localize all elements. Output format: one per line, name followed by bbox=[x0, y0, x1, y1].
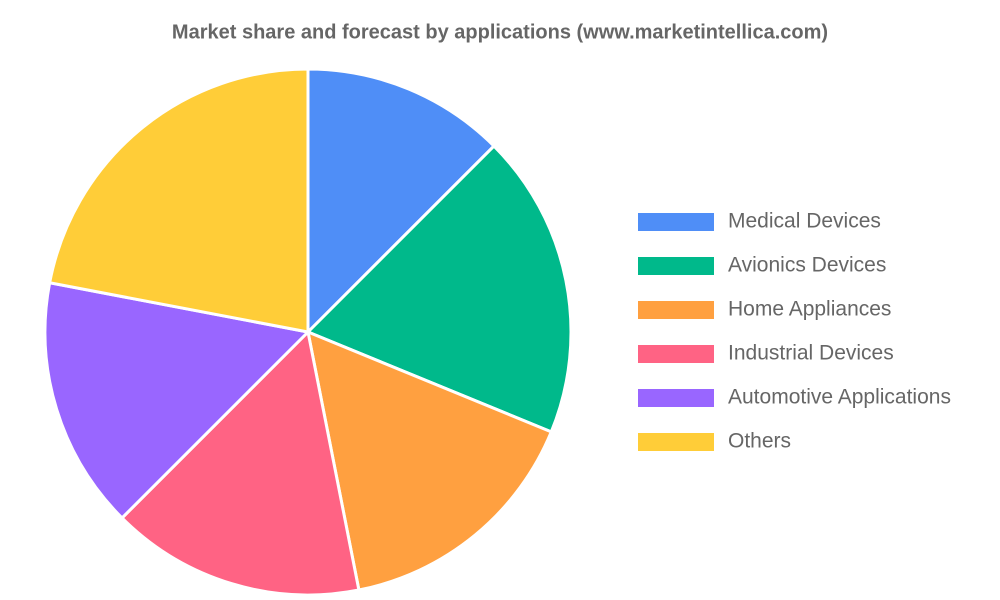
pie-slice bbox=[43, 280, 312, 521]
pie-slice bbox=[305, 329, 554, 592]
legend-label: Home Appliances bbox=[728, 298, 891, 321]
legend-swatch bbox=[638, 213, 714, 231]
pie-slice bbox=[306, 67, 497, 336]
legend-swatch bbox=[638, 301, 714, 319]
legend-label: Automotive Applications bbox=[728, 386, 951, 409]
legend-swatch bbox=[638, 345, 714, 363]
pie-slice bbox=[47, 67, 310, 334]
pie-slice bbox=[305, 143, 573, 434]
chart-title: Market share and forecast by application… bbox=[172, 21, 828, 43]
legend-swatch bbox=[638, 257, 714, 275]
legend-swatch bbox=[638, 433, 714, 451]
legend-label: Others bbox=[728, 430, 791, 453]
legend-label: Avionics Devices bbox=[728, 254, 886, 277]
legend-label: Medical Devices bbox=[728, 210, 881, 233]
legend-label: Industrial Devices bbox=[728, 342, 894, 365]
legend-swatch bbox=[638, 389, 714, 407]
pie-slice bbox=[119, 328, 361, 597]
